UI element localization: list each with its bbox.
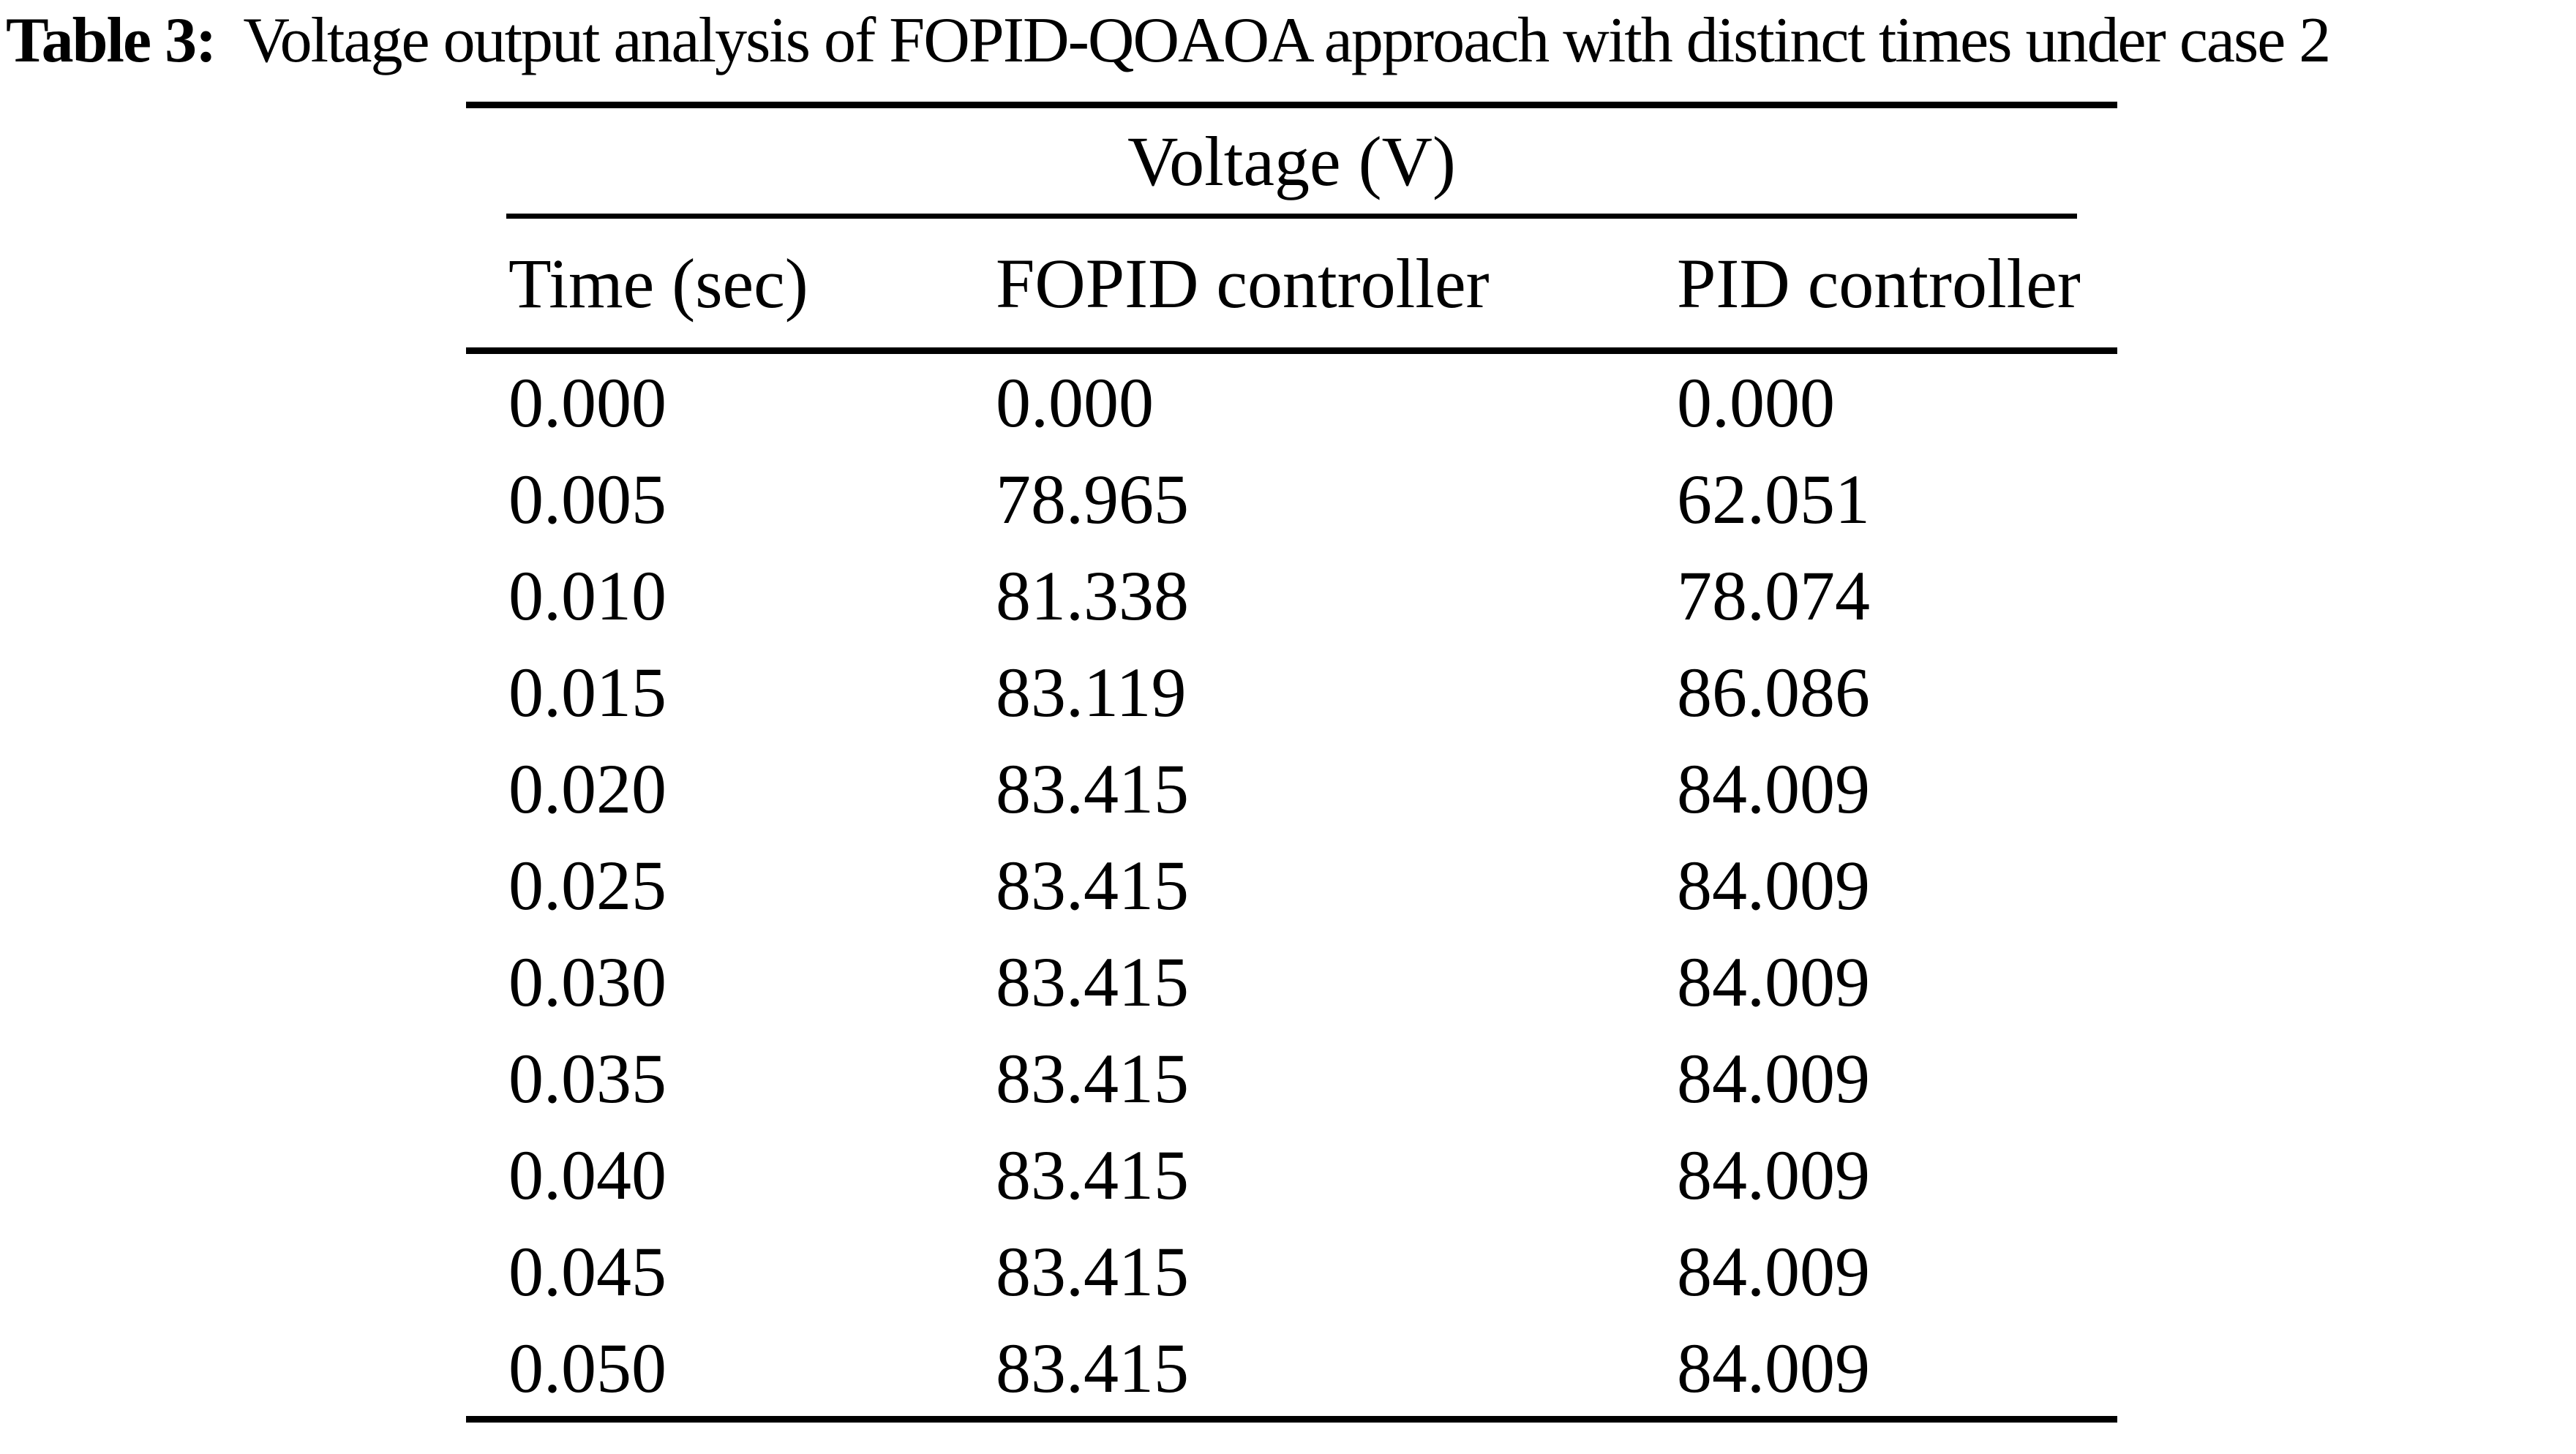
table-cell: 0.035 bbox=[508, 1039, 666, 1118]
table-cell: 84.009 bbox=[1677, 845, 1870, 924]
table-cell: 0.000 bbox=[508, 363, 666, 442]
column-header-pid: PID controller bbox=[1677, 244, 2081, 323]
table-row: 0.045 83.415 84.009 bbox=[466, 1223, 2117, 1319]
table-caption-label: Table 3: bbox=[6, 5, 217, 76]
table-cell: 0.000 bbox=[1677, 363, 1835, 442]
table-row: 0.025 83.415 84.009 bbox=[466, 837, 2117, 933]
table-body: 0.000 0.000 0.000 0.005 78.965 62.051 0.010 81.… bbox=[466, 354, 2117, 1416]
table-cell: 83.415 bbox=[996, 749, 1189, 828]
table-cell: 0.000 bbox=[996, 363, 1154, 442]
column-header-fopid: FOPID controller bbox=[996, 244, 1490, 323]
table-bottom-rule bbox=[466, 1416, 2117, 1423]
table-cell: 83.415 bbox=[996, 1232, 1189, 1311]
table-mid-rule bbox=[506, 214, 2077, 219]
table-row: 0.050 83.415 84.009 bbox=[466, 1319, 2117, 1416]
table-cell: 0.050 bbox=[508, 1328, 666, 1407]
table-row: 0.020 83.415 84.009 bbox=[466, 740, 2117, 837]
table-row: 0.005 78.965 62.051 bbox=[466, 451, 2117, 547]
group-header-voltage: Voltage (V) bbox=[1127, 121, 1456, 200]
table-cell: 78.965 bbox=[996, 459, 1189, 538]
table-cell: 81.338 bbox=[996, 556, 1189, 635]
table-cell: 0.020 bbox=[508, 749, 666, 828]
group-header-row: Voltage (V) bbox=[466, 108, 2117, 214]
table-cell: 84.009 bbox=[1677, 749, 1870, 828]
table-cell: 0.030 bbox=[508, 942, 666, 1021]
column-header-row: Time (sec) FOPID controller PID controll… bbox=[466, 219, 2117, 347]
table-cell: 83.415 bbox=[996, 1039, 1189, 1118]
table-caption: Table 3: Voltage output analysis of FOPID… bbox=[6, 0, 2331, 82]
table-cell: 62.051 bbox=[1677, 459, 1870, 538]
table-row: 0.015 83.119 86.086 bbox=[466, 644, 2117, 740]
column-header-time: Time (sec) bbox=[508, 244, 808, 323]
table-row: 0.000 0.000 0.000 bbox=[466, 354, 2117, 451]
table-row: 0.035 83.415 84.009 bbox=[466, 1030, 2117, 1126]
table-cell: 86.086 bbox=[1677, 652, 1870, 731]
table-cell: 84.009 bbox=[1677, 1039, 1870, 1118]
table-cell: 83.119 bbox=[996, 652, 1187, 731]
table-cell: 83.415 bbox=[996, 942, 1189, 1021]
table-row: 0.010 81.338 78.074 bbox=[466, 547, 2117, 644]
table-cell: 78.074 bbox=[1677, 556, 1870, 635]
table-cell: 83.415 bbox=[996, 1328, 1189, 1407]
data-table: Voltage (V) Time (sec) FOPID controller … bbox=[466, 102, 2117, 1423]
table-row: 0.040 83.415 84.009 bbox=[466, 1126, 2117, 1223]
table-header-bottom-rule bbox=[466, 347, 2117, 354]
table-cell: 83.415 bbox=[996, 845, 1189, 924]
table-cell: 83.415 bbox=[996, 1135, 1189, 1214]
table-cell: 0.040 bbox=[508, 1135, 666, 1214]
table-cell: 84.009 bbox=[1677, 1328, 1870, 1407]
table-caption-text: Voltage output analysis of FOPID-QOAOA a… bbox=[243, 5, 2331, 76]
table-cell: 84.009 bbox=[1677, 1232, 1870, 1311]
table-cell: 0.015 bbox=[508, 652, 666, 731]
table-cell: 0.045 bbox=[508, 1232, 666, 1311]
table-cell: 0.010 bbox=[508, 556, 666, 635]
table-cell: 0.005 bbox=[508, 459, 666, 538]
table-cell: 84.009 bbox=[1677, 1135, 1870, 1214]
table-cell: 0.025 bbox=[508, 845, 666, 924]
table-row: 0.030 83.415 84.009 bbox=[466, 933, 2117, 1030]
table-cell: 84.009 bbox=[1677, 942, 1870, 1021]
table-top-rule bbox=[466, 102, 2117, 108]
